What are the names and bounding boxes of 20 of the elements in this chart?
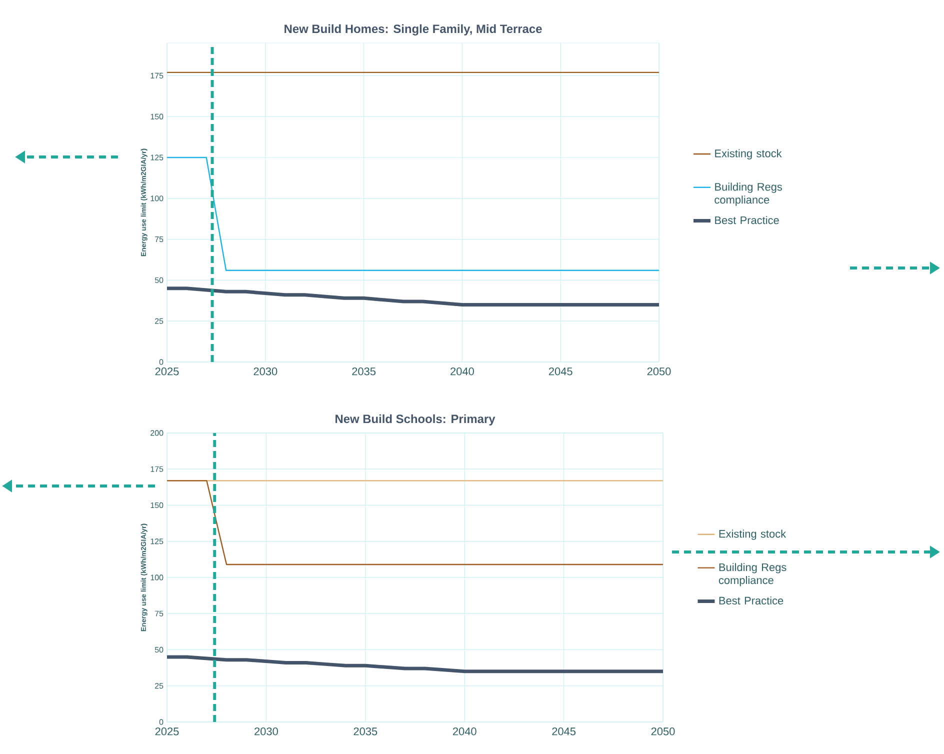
chart-title: New Build Schools: Primary — [336, 414, 496, 426]
legend-label: Best Practice — [719, 596, 784, 605]
legend-label: Existing stock — [715, 149, 782, 160]
x-tick-label: 2050 — [651, 728, 675, 736]
x-tick-label: 2050 — [647, 368, 671, 376]
x-tick-label: 2045 — [548, 368, 572, 376]
legend-label: Existing stock — [719, 530, 786, 540]
chart-title: New Build Homes: Single Family, Mid Terrace — [284, 24, 542, 36]
x-tick-label: 2030 — [254, 728, 278, 736]
x-tick-label: 2035 — [352, 368, 376, 376]
x-tick-label: 2040 — [450, 368, 474, 376]
x-tick-label: 2025 — [155, 368, 179, 376]
x-tick-label: 2040 — [452, 728, 476, 736]
x-tick-label: 2035 — [354, 728, 378, 736]
x-tick-label: 2045 — [552, 728, 576, 736]
legend-label: Best Practice — [715, 216, 779, 224]
x-tick-label: 2025 — [155, 728, 179, 736]
x-tick-label: 2030 — [254, 368, 278, 376]
legend-label: Building Regs compliance — [714, 182, 782, 206]
legend-label: Building Regs compliance — [718, 563, 786, 586]
